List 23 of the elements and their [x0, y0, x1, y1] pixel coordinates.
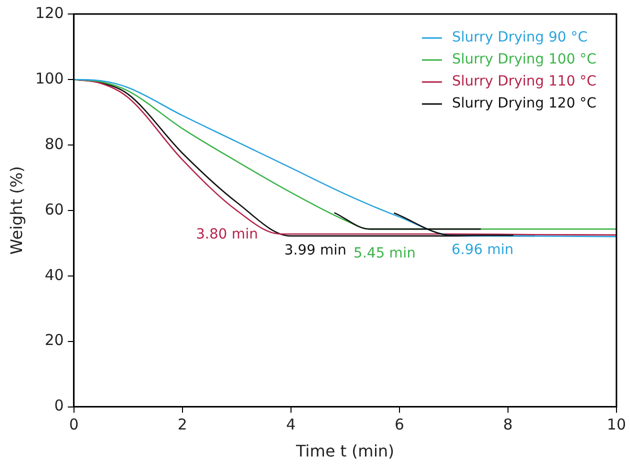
legend-label: Slurry Drying 120 °C: [452, 96, 597, 112]
y-tick-label: 60: [44, 200, 64, 218]
annotation: 6.96 min: [452, 242, 514, 258]
y-tick-label: 20: [44, 331, 64, 350]
x-tick-label: 10: [606, 416, 626, 434]
annotation: 5.45 min: [354, 246, 416, 262]
annotation: 3.99 min: [284, 242, 346, 259]
x-tick-label: 2: [178, 416, 188, 434]
annotation: 3.80 min: [196, 226, 258, 243]
y-tick-label: 40: [44, 266, 64, 284]
legend-label: Slurry Drying 110 °C: [452, 74, 597, 90]
legend-label: Slurry Drying 90 °C: [452, 30, 588, 46]
x-tick-label: 4: [286, 416, 296, 434]
legend-label: Slurry Drying 100 °C: [452, 52, 597, 68]
x-axis-title: Time t (min): [295, 442, 394, 461]
x-tick-label: 0: [69, 416, 79, 434]
y-tick-label: 80: [44, 134, 64, 153]
x-tick-label: 8: [503, 416, 513, 434]
y-axis-title: Weight (%): [6, 166, 26, 255]
y-tick-label: 0: [54, 396, 64, 415]
y-tick-label: 120: [35, 4, 64, 22]
x-tick-label: 6: [394, 416, 404, 434]
y-tick-label: 100: [35, 69, 64, 88]
